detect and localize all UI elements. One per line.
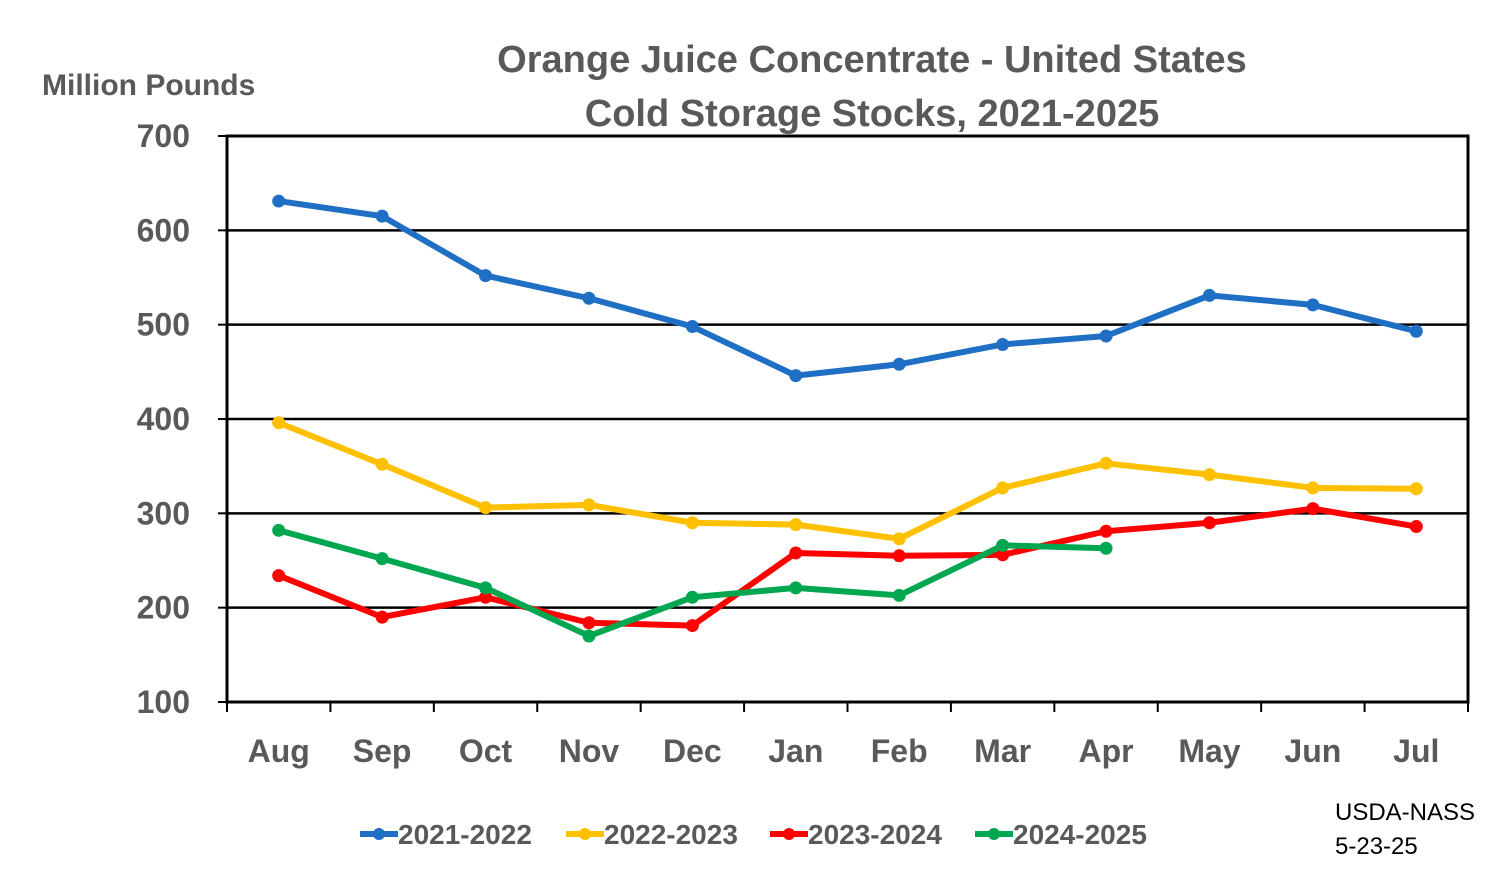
data-point-2022-2023-Feb [892,532,906,546]
data-point-2022-2023-Oct [479,501,493,515]
data-point-2023-2024-Feb [892,549,906,563]
legend-item-2024-2025: 2024-2025 [975,819,1147,850]
x-tick-label-jul: Jul [1393,733,1439,769]
gridlines [227,229,1468,609]
data-point-2021-2022-Jan [789,369,803,383]
data-point-2023-2024-Nov [582,616,596,630]
series-2024-2025 [272,523,1113,643]
data-point-2024-2025-Dec [685,590,699,604]
data-point-2023-2024-Aug [272,569,286,583]
data-point-2024-2025-Mar [996,538,1010,552]
data-point-2022-2023-Dec [685,516,699,530]
y-tick-label-500: 500 [137,307,190,343]
source-note: USDA-NASS [1335,799,1475,826]
y-tick-label-300: 300 [137,495,190,531]
data-point-2022-2023-Jan [789,518,803,532]
legend-label-2023-2024: 2023-2024 [808,819,942,850]
legend-label-2022-2023: 2022-2023 [604,819,738,850]
data-point-2024-2025-Jan [789,581,803,595]
data-point-2022-2023-Jul [1409,482,1423,496]
y-tick-label-400: 400 [137,401,190,437]
data-point-2022-2023-Apr [1099,456,1113,470]
x-tick-label-nov: Nov [559,733,620,769]
data-point-2022-2023-May [1202,468,1216,482]
x-tick-label-apr: Apr [1078,733,1133,769]
y-axis-ticks: 100 200 300 400 500 600 700 [137,118,227,720]
y-tick-label-600: 600 [137,212,190,248]
legend-swatch-marker [373,828,385,840]
x-tick-label-oct: Oct [459,733,513,769]
data-point-2021-2022-Nov [582,291,596,305]
data-point-2021-2022-Oct [479,269,493,283]
data-point-2022-2023-Jun [1306,481,1320,495]
legend-label-2024-2025: 2024-2025 [1013,819,1147,850]
legend-label-2021-2022: 2021-2022 [398,819,532,850]
x-tick-label-feb: Feb [871,733,928,769]
data-point-2021-2022-Mar [996,337,1010,351]
data-point-2023-2024-Jan [789,546,803,560]
data-point-2024-2025-Aug [272,523,286,537]
data-point-2022-2023-Mar [996,481,1010,495]
data-point-2023-2024-Dec [685,619,699,633]
legend: 2021-2022 2022-2023 2023-2024 2024-2025 [360,819,1147,850]
plot-frame [225,134,1470,704]
x-tick-label-aug: Aug [248,733,310,769]
legend-swatch-marker [579,828,591,840]
x-tick-label-dec: Dec [663,733,722,769]
chart-subtitle: Cold Storage Stocks, 2021-2025 [585,93,1159,135]
x-tick-label-jan: Jan [768,733,823,769]
x-tick-label-may: May [1178,733,1240,769]
data-point-2024-2025-Apr [1099,541,1113,555]
series-group [272,194,1423,643]
data-point-2022-2023-Nov [582,498,596,512]
x-tick-label-sep: Sep [353,733,412,769]
x-axis-ticks: Aug Sep Oct Nov Dec Jan Feb Mar Apr May Jun Jul [226,702,1469,769]
y-axis-label: Million Pounds [42,69,255,102]
legend-item-2021-2022: 2021-2022 [360,819,532,850]
data-point-2023-2024-Oct [479,590,493,604]
legend-item-2023-2024: 2023-2024 [770,819,942,850]
legend-swatch-marker [988,828,1000,840]
date-note: 5-23-25 [1335,833,1418,860]
chart-title: Orange Juice Concentrate - United States [497,39,1247,81]
series-line-2023-2024 [275,505,1420,629]
data-point-2021-2022-Sep [375,209,389,223]
data-point-2021-2022-Jun [1306,298,1320,312]
x-tick-label-mar: Mar [974,733,1031,769]
series-line-2021-2022 [275,198,1420,379]
series-2023-2024 [272,502,1423,633]
data-point-2023-2024-Apr [1099,524,1113,538]
data-point-2023-2024-Mar [996,548,1010,562]
data-point-2023-2024-Jul [1409,520,1423,534]
data-point-2021-2022-Feb [892,357,906,371]
data-point-2021-2022-Aug [272,194,286,208]
data-point-2024-2025-Nov [582,629,596,643]
data-point-2024-2025-Sep [375,552,389,566]
y-tick-label-100: 100 [137,684,190,720]
data-point-2023-2024-May [1202,516,1216,530]
data-point-2021-2022-Apr [1099,329,1113,343]
data-point-2024-2025-Oct [479,581,493,595]
x-tick-label-jun: Jun [1284,733,1341,769]
y-tick-label-200: 200 [137,590,190,626]
y-tick-label-700: 700 [137,118,190,154]
data-point-2023-2024-Sep [375,610,389,624]
series-2021-2022 [272,194,1423,383]
data-point-2021-2022-Jul [1409,324,1423,338]
series-2022-2023 [272,416,1423,546]
data-point-2023-2024-Jun [1306,502,1320,516]
data-point-2021-2022-May [1202,288,1216,302]
data-point-2024-2025-Feb [892,588,906,602]
data-point-2021-2022-Dec [685,320,699,334]
data-point-2022-2023-Sep [375,457,389,471]
series-line-2022-2023 [275,419,1420,542]
data-point-2022-2023-Aug [272,416,286,430]
legend-swatch-marker [783,828,795,840]
legend-item-2022-2023: 2022-2023 [566,819,738,850]
